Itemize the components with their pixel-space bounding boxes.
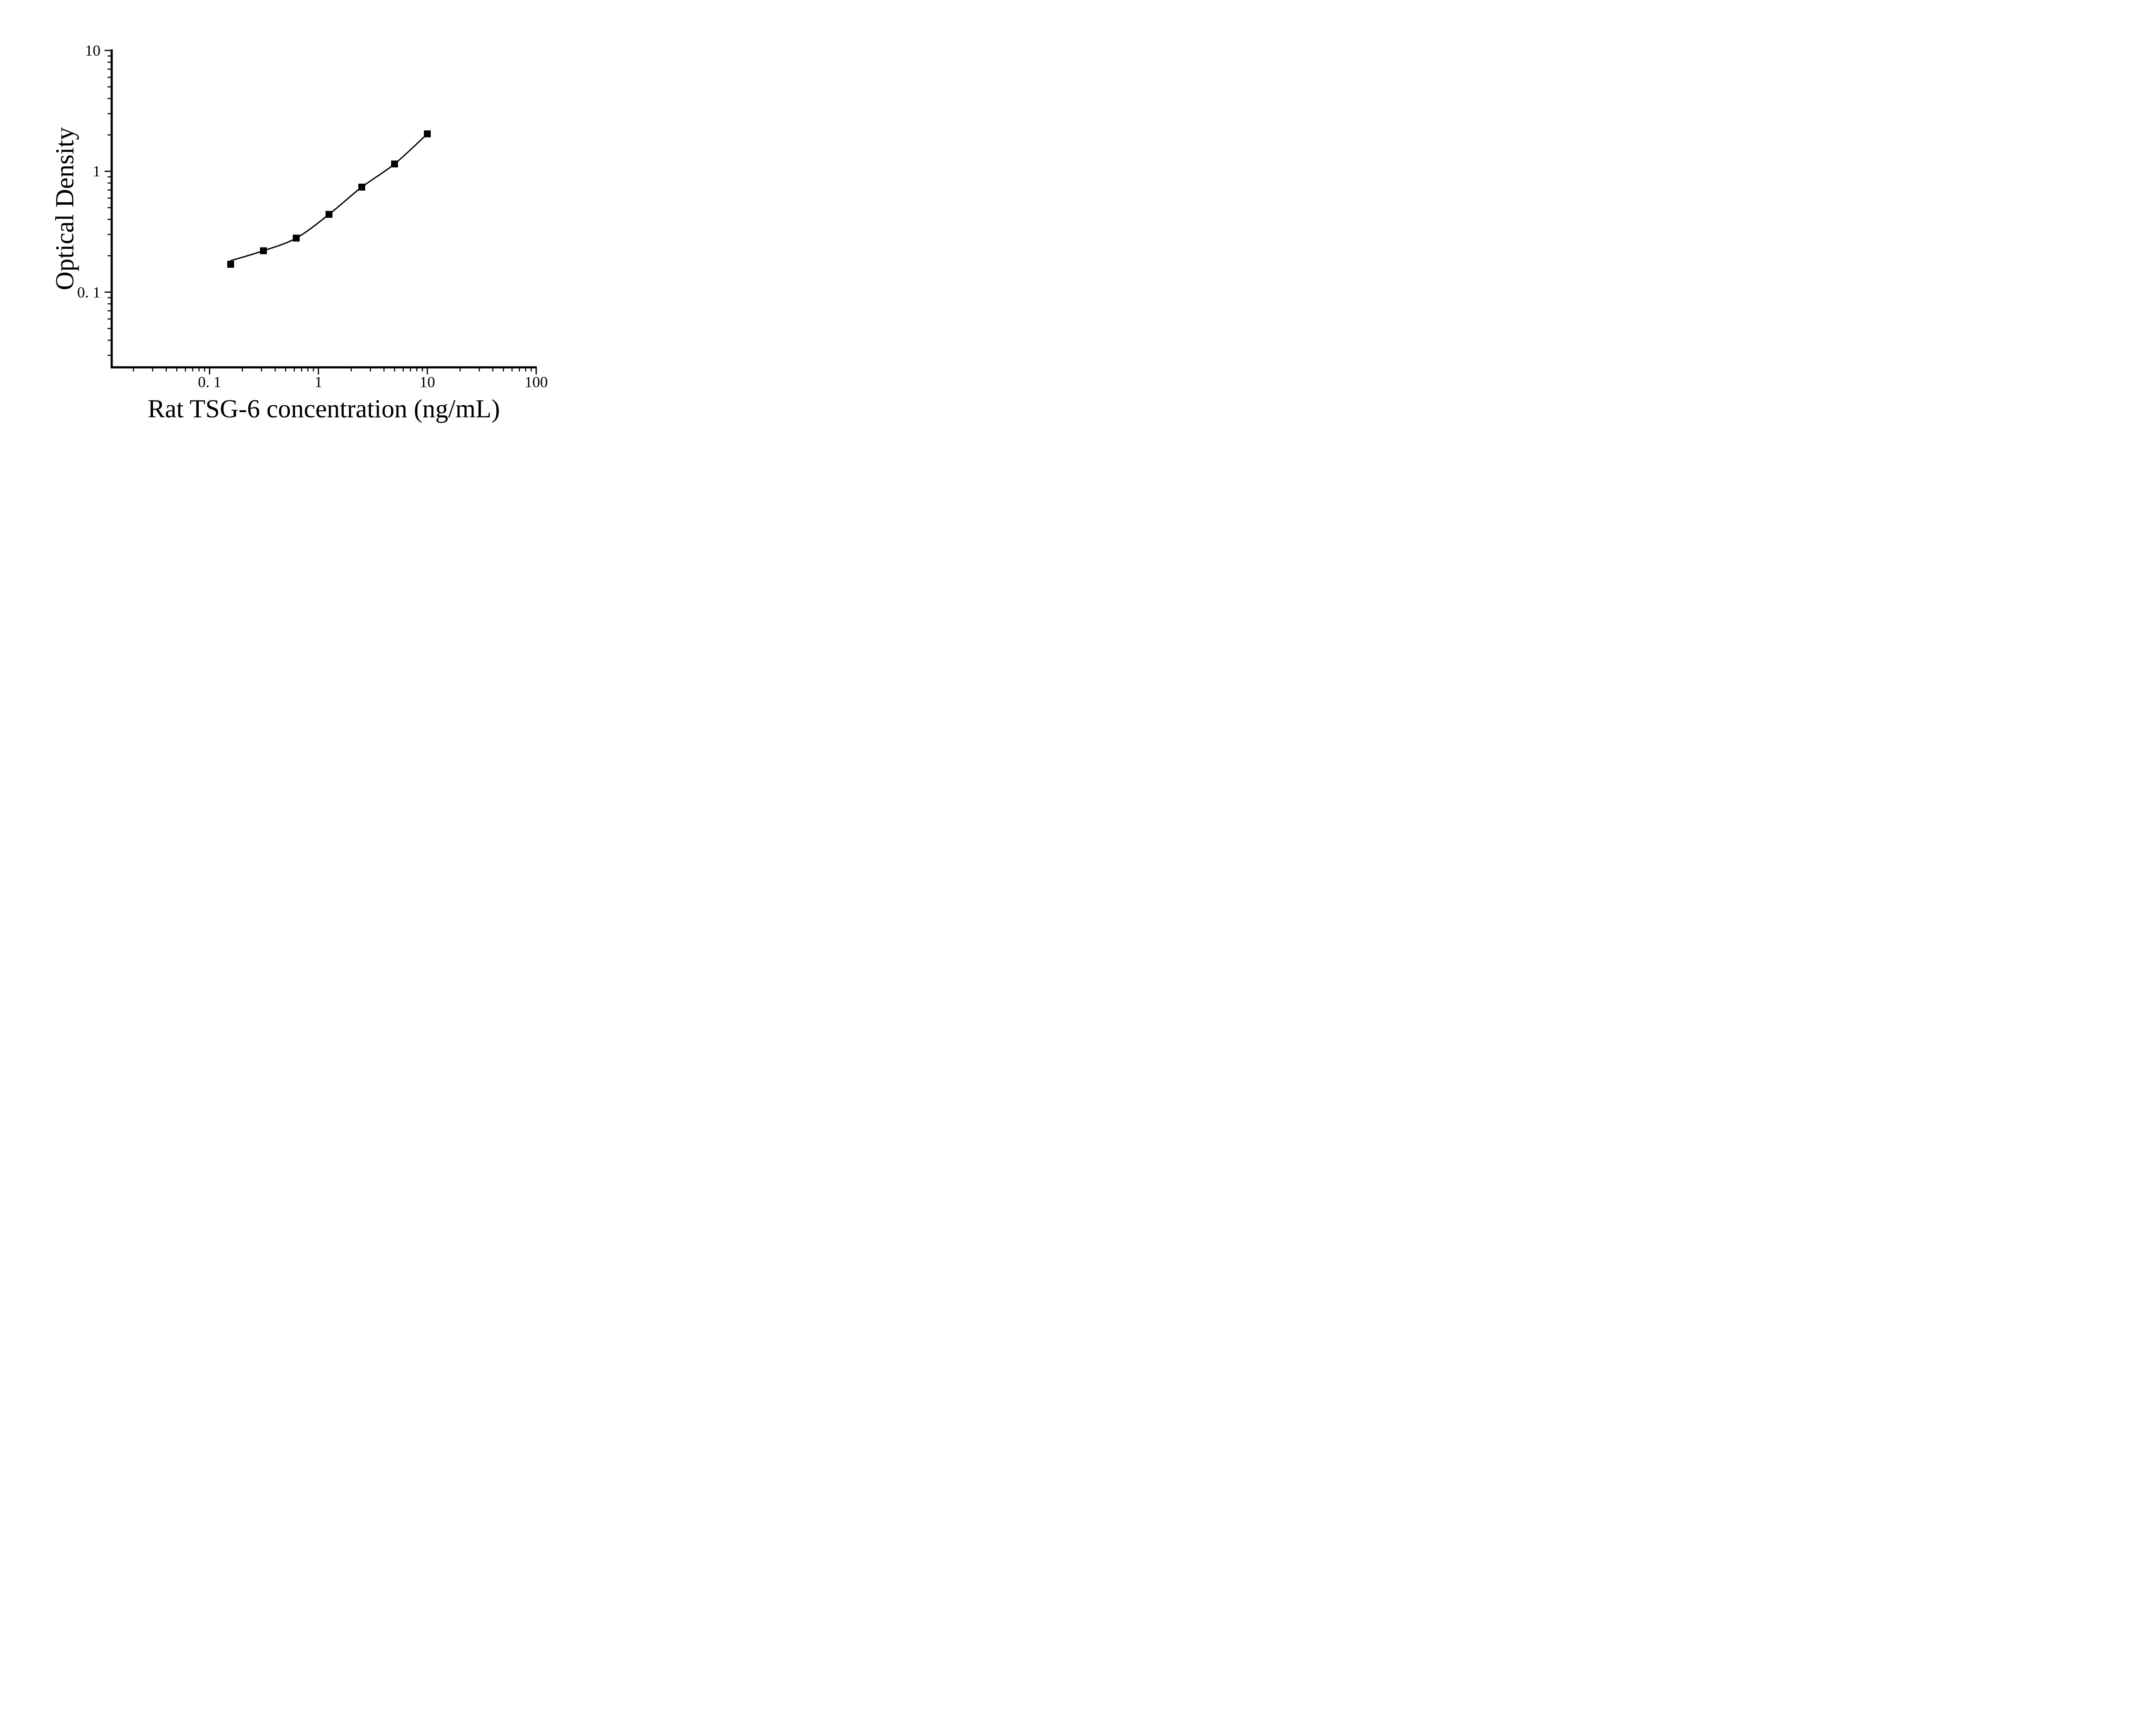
y-tick-label: 10 bbox=[85, 42, 100, 59]
fit-curve bbox=[230, 133, 428, 262]
data-point-marker bbox=[260, 247, 267, 254]
x-tick-label: 100 bbox=[524, 373, 548, 391]
x-axis-title: Rat TSG-6 concentration (ng/mL) bbox=[147, 394, 500, 423]
y-tick-label: 0. 1 bbox=[77, 283, 100, 301]
x-tick-label: 10 bbox=[420, 373, 435, 391]
y-axis-title: Optical Density bbox=[50, 127, 79, 291]
data-point-marker bbox=[293, 235, 300, 242]
axis-spine bbox=[110, 49, 537, 369]
figure-canvas: Rat TSG-6 concentration (ng/mL) Optical … bbox=[0, 0, 621, 434]
data-point-marker bbox=[391, 160, 398, 168]
y-tick-label: 1 bbox=[93, 163, 100, 180]
plot-area bbox=[104, 49, 537, 375]
x-tick-label: 1 bbox=[314, 373, 323, 391]
data-point-marker bbox=[227, 261, 234, 268]
data-point-marker bbox=[326, 211, 332, 218]
x-tick-label: 0. 1 bbox=[198, 373, 221, 391]
data-point-marker bbox=[424, 130, 431, 138]
data-point-marker bbox=[358, 184, 365, 191]
